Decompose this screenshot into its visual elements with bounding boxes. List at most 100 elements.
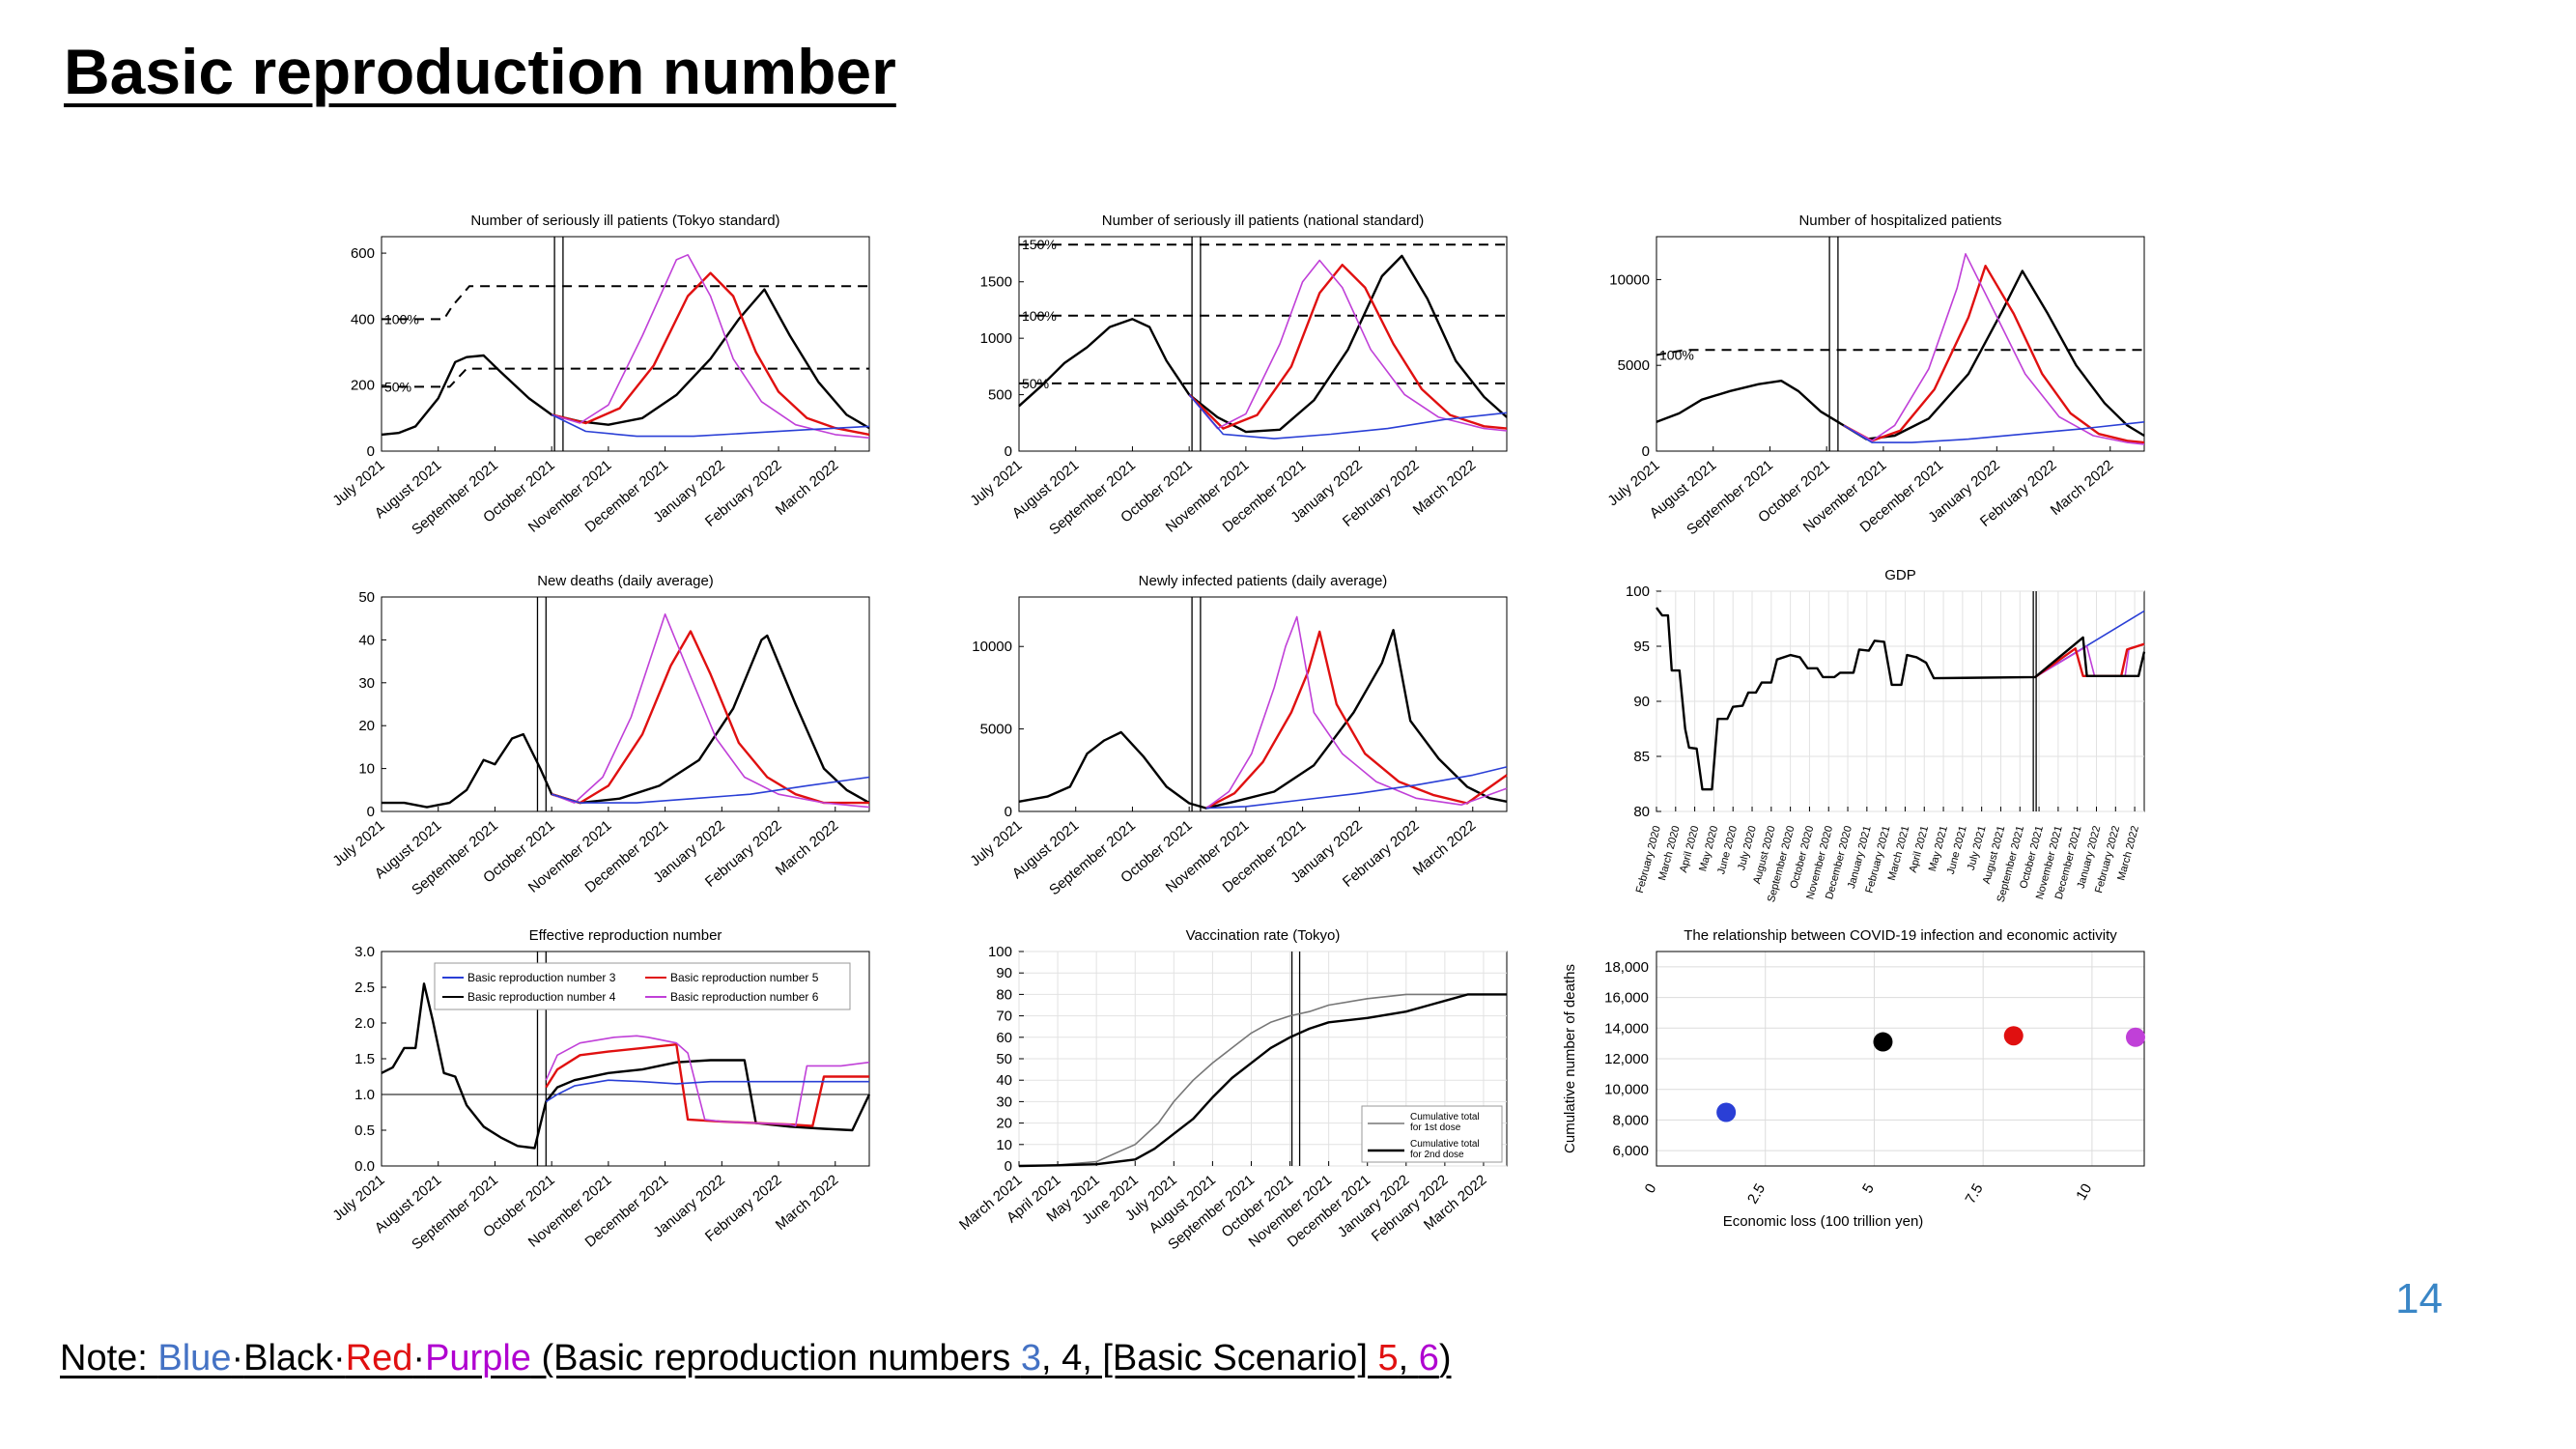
x-tick-label: 5	[1859, 1181, 1878, 1197]
plot-frame	[381, 236, 870, 452]
note-sep: ·	[231, 1338, 244, 1378]
y-tick-label: 80	[1633, 804, 1650, 820]
x-tick-label: July 2021	[967, 457, 1025, 509]
y-tick-label: 14,000	[1604, 1020, 1649, 1037]
threshold-line	[382, 367, 869, 388]
series-line-red	[1205, 630, 1508, 810]
y-tick-label: 400	[351, 311, 375, 327]
y-tick-label: 85	[1633, 749, 1650, 765]
chart-c3: Number of hospitalized patients 0 5000 1000…	[1604, 213, 2145, 538]
y-tick-label: 1000	[980, 330, 1012, 347]
x-axis-label: Economic loss (100 trillion yen)	[1723, 1213, 1924, 1230]
legend-label: Basic reproduction number 5	[670, 971, 819, 984]
plot-frame	[1018, 596, 1508, 812]
y-tick-label: 1.5	[354, 1051, 375, 1067]
plot-frame	[1018, 236, 1508, 452]
x-tick-label: 10	[2073, 1181, 2095, 1204]
threshold-line	[382, 285, 869, 321]
y-tick-label: 16,000	[1604, 990, 1649, 1007]
chart-title: Newly infected patients (daily average)	[1139, 573, 1388, 589]
x-tick-label: July 2021	[329, 457, 387, 509]
y-tick-label: 0.0	[354, 1158, 375, 1175]
chart-title: New deaths (daily average)	[537, 573, 714, 589]
y-tick-label: 0	[1005, 443, 1012, 460]
legend-label: Basic reproduction number 6	[670, 990, 819, 1004]
series-line-red	[545, 1043, 869, 1127]
x-tick-label: March 2022	[2048, 457, 2117, 519]
chart-title: GDP	[1884, 567, 1916, 583]
plot-frame	[381, 596, 870, 812]
y-tick-label: 600	[351, 245, 375, 262]
y-tick-label: 10,000	[1604, 1082, 1649, 1098]
note-blue: Blue	[157, 1338, 232, 1378]
legend-label: Basic reproduction number 4	[467, 990, 616, 1004]
y-tick-label: 70	[996, 1009, 1012, 1025]
scatter-point-purple	[2125, 1027, 2145, 1047]
series-line-purple	[545, 1035, 870, 1127]
x-tick-label: February 2020	[1634, 825, 1663, 895]
x-tick-label: July 2021	[967, 817, 1025, 869]
note-comma: , 4, [Basic Scenario]	[1040, 1338, 1378, 1378]
chart-c4: New deaths (daily average) 0 10 20 30 40 50 Jul…	[329, 573, 870, 898]
chart-c9: The relationship between COVID-19 infect…	[1562, 927, 2145, 1230]
y-tick-label: 80	[996, 986, 1012, 1003]
slide-title: Basic reproduction number	[64, 36, 896, 107]
x-tick-label: 2.5	[1744, 1181, 1769, 1208]
y-tick-label: 30	[996, 1094, 1012, 1110]
chart-c2: Number of seriously ill patients (nation…	[967, 213, 1508, 538]
x-tick-label: March 2022	[773, 817, 842, 879]
y-tick-label: 30	[358, 675, 375, 692]
x-tick-label: March 2022	[773, 457, 842, 519]
y-tick-label: 10	[358, 761, 375, 778]
series-line-blue	[545, 1079, 869, 1103]
y-tick-label: 10	[996, 1137, 1012, 1153]
y-tick-label: 0	[367, 443, 375, 460]
y-tick-label: 60	[996, 1030, 1012, 1046]
scatter-point-red	[2003, 1026, 2024, 1046]
plot-frame	[1656, 236, 2145, 452]
scatter-point-black	[1873, 1032, 1893, 1052]
y-tick-label: 200	[351, 378, 375, 394]
legend-label: Cumulative total	[1410, 1139, 1480, 1150]
y-tick-label: 0	[1642, 443, 1650, 460]
plot-frame	[1656, 951, 2145, 1167]
x-tick-label: July 2021	[1604, 457, 1662, 509]
legend-label: for 1st dose	[1410, 1122, 1461, 1133]
legend-label: for 2nd dose	[1410, 1150, 1464, 1160]
note-n5: 5	[1377, 1338, 1399, 1378]
series-line-blue	[1843, 421, 2145, 443]
series-line-blue	[1205, 766, 1508, 810]
chart-c8: Vaccination rate (Tokyo) 0 10 20 30 40 50 60 70 8…	[956, 927, 1508, 1253]
y-tick-label: 95	[1633, 639, 1650, 655]
x-tick-label: March 2022	[1410, 817, 1480, 879]
note-suffix: )	[1438, 1338, 1452, 1378]
note-black: Black	[243, 1338, 334, 1378]
y-tick-label: 0	[1005, 1158, 1012, 1175]
series-line-purple	[1843, 253, 2145, 445]
series-line-purple	[1205, 615, 1508, 810]
threshold-label: 100%	[384, 311, 419, 327]
note-n6: 6	[1418, 1338, 1439, 1378]
threshold-label: 100%	[1659, 348, 1694, 363]
note-n3: 3	[1020, 1338, 1041, 1378]
page-number: 14	[2395, 1275, 2443, 1322]
legend-box	[434, 962, 851, 1010]
note-sep: ·	[333, 1338, 346, 1378]
x-tick-label: 0	[1642, 1181, 1660, 1197]
chart-c7: Effective reproduction number 0.0 0.5 1.0 1.…	[329, 927, 871, 1253]
chart-title: Effective reproduction number	[529, 927, 722, 944]
y-tick-label: 40	[358, 632, 375, 648]
y-tick-label: 5000	[1618, 357, 1650, 374]
series-line-gray	[1018, 993, 1507, 1167]
series-line-black	[381, 982, 871, 1150]
chart-c1: Number of seriously ill patients (Tokyo …	[329, 213, 870, 538]
y-tick-label: 40	[996, 1072, 1012, 1089]
threshold-label: 50%	[384, 379, 411, 394]
legend-box	[1361, 1105, 1503, 1163]
y-tick-label: 0	[367, 804, 375, 820]
y-tick-label: 0.5	[354, 1122, 375, 1139]
y-tick-label: 1500	[980, 274, 1012, 291]
y-tick-label: 3.0	[354, 944, 375, 960]
